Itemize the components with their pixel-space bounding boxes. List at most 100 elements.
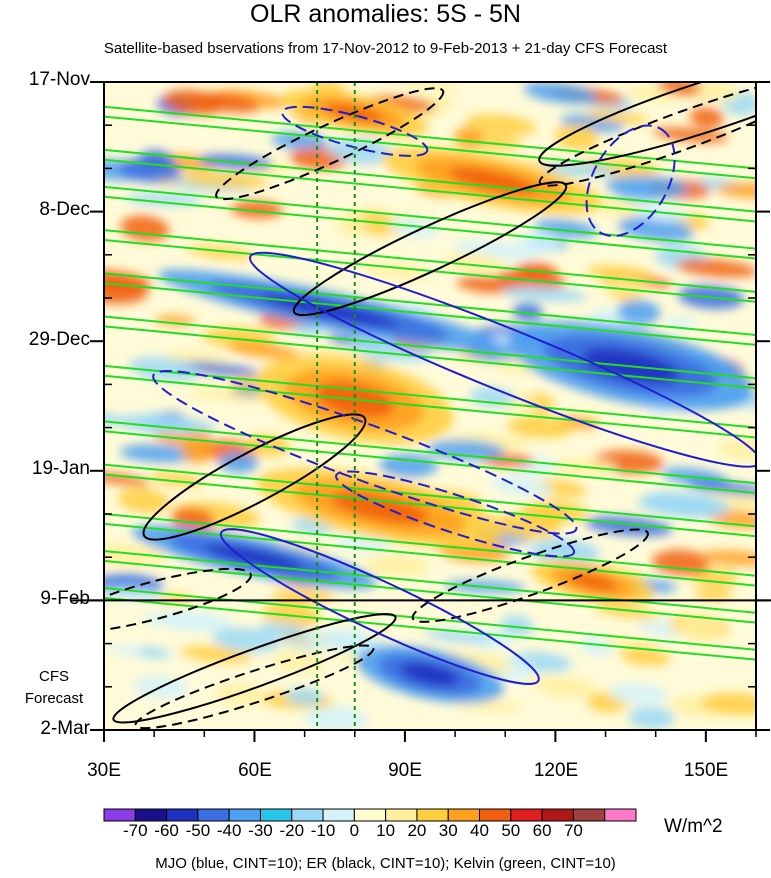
olr-noise-cell <box>124 193 204 206</box>
colorbar-swatch <box>197 808 230 822</box>
olr-noise-cell <box>554 124 599 151</box>
kelvin-contour <box>104 587 756 661</box>
x-tick-label-60e: 60E <box>238 760 272 781</box>
olr-noise-cell <box>366 553 430 578</box>
colorbar-swatch <box>385 808 418 822</box>
mjo-contour <box>585 124 676 237</box>
kelvin-contour <box>104 148 756 223</box>
x-tick-label-150e: 150E <box>683 760 729 781</box>
colorbar-units: W/m^2 <box>664 816 723 837</box>
er-contour <box>104 567 252 633</box>
colorbar-tick-label: -30 <box>248 821 273 840</box>
olr-noise-cell <box>427 96 457 110</box>
olr-noise-cell <box>117 487 171 514</box>
colorbar-tick-label: -40 <box>216 821 242 840</box>
colorbar-swatch <box>228 808 261 822</box>
mjo-contour <box>219 528 540 685</box>
olr-noise-cell <box>693 587 734 601</box>
colorbar-tick-label: 0 <box>349 821 360 840</box>
kelvin-contour <box>104 105 756 180</box>
colorbar-tick-label: -70 <box>122 821 148 840</box>
y-tick-label-2-mar: 2-Mar <box>40 718 90 739</box>
olr-noise-cell <box>383 82 458 91</box>
olr-noise-cell <box>523 82 597 105</box>
colorbar-swatch <box>572 808 606 822</box>
colorbar-tick-label: -20 <box>279 821 305 840</box>
y-tick-label-17-nov: 17-Nov <box>28 69 90 90</box>
olr-noise-cell <box>617 299 661 326</box>
olr-noise-cell <box>171 507 215 531</box>
colorbar-swatch <box>447 808 481 822</box>
kelvin-contour <box>104 229 756 303</box>
olr-noise-cell <box>180 645 253 663</box>
colorbar-tick-label: -60 <box>154 821 179 840</box>
olr-noise-cell <box>304 706 368 730</box>
olr-noise-cell <box>529 538 600 565</box>
olr-noise-cell <box>584 110 649 124</box>
colorbar-swatch <box>322 808 355 822</box>
chart-subtitle: Satellite-based bservations from 17-Nov-… <box>103 40 668 57</box>
kelvin-contour <box>104 315 756 390</box>
olr-noise-cell <box>700 550 756 567</box>
olr-noise-cell <box>424 629 493 644</box>
colorbar-tick-label: -10 <box>310 821 336 840</box>
forecast-label: CFS Forecast <box>24 668 84 707</box>
olr-noise-cell <box>499 615 534 637</box>
kelvin-contour <box>104 272 756 346</box>
olr-noise-cell <box>104 588 165 599</box>
colorbar-swatch <box>479 808 512 822</box>
colorbar-swatch <box>353 808 387 822</box>
olr-noise-cell <box>119 444 199 463</box>
colorbar-tick-label: 20 <box>407 821 427 840</box>
olr-noise-cell <box>617 216 694 242</box>
colorbar-swatch <box>416 808 449 822</box>
er-contour <box>292 181 568 317</box>
olr-noise-cell <box>501 286 588 302</box>
olr-noise-cell <box>176 361 260 377</box>
er-contour <box>112 613 397 724</box>
colorbar-swatch <box>103 808 136 822</box>
olr-noise-cell <box>188 389 268 403</box>
x-tick-label-30e: 30E <box>87 760 121 781</box>
olr-noise-cell <box>689 107 724 128</box>
plot-frame <box>103 81 757 731</box>
er-contour <box>538 82 756 167</box>
y-tick-label-8-dec: 8-Dec <box>39 199 90 220</box>
olr-noise-cell <box>181 171 269 189</box>
olr-noise-cell <box>138 647 168 659</box>
y-tick-label-29-dec: 29-Dec <box>28 329 90 350</box>
mjo-contour <box>248 251 756 468</box>
mjo-contour <box>335 470 576 558</box>
olr-noise-cell <box>643 491 731 516</box>
colorbar-swatch <box>510 808 543 822</box>
olr-noise-cell <box>620 647 671 666</box>
olr-noise-cell <box>675 258 756 278</box>
colorbar-tick-label: 30 <box>438 821 458 840</box>
er-contour <box>538 82 756 187</box>
olr-noise-cell <box>302 629 387 653</box>
olr-noise-cell <box>507 415 574 439</box>
colorbar-swatch <box>166 808 199 822</box>
olr-noise-cell <box>512 302 543 321</box>
olr-noise-cell <box>163 89 224 116</box>
olr-noise-cell <box>628 706 675 730</box>
x-tick-label-90e: 90E <box>388 760 422 781</box>
olr-noise-cell <box>226 341 300 359</box>
olr-noise-cell <box>218 452 259 473</box>
colorbar-tick-label: 10 <box>376 821 396 840</box>
x-tick-label-120e: 120E <box>533 760 579 781</box>
colorbar-tick-label: 40 <box>470 821 489 840</box>
olr-anomaly-negative <box>205 544 304 570</box>
olr-noise-cell <box>258 622 310 637</box>
colorbar-swatch <box>291 808 324 822</box>
chart-title: OLR anomalies: 5S - 5N <box>250 0 521 28</box>
olr-noise-cell <box>291 324 325 336</box>
kelvin-contour <box>104 550 756 624</box>
olr-noise-cell <box>104 472 151 486</box>
kelvin-contour <box>104 420 756 495</box>
er-contour <box>215 87 445 201</box>
olr-noise-cell <box>676 617 724 642</box>
olr-anomaly-positive <box>448 167 537 195</box>
colorbar-tick-label: 70 <box>563 821 583 840</box>
er-contour <box>411 528 649 623</box>
